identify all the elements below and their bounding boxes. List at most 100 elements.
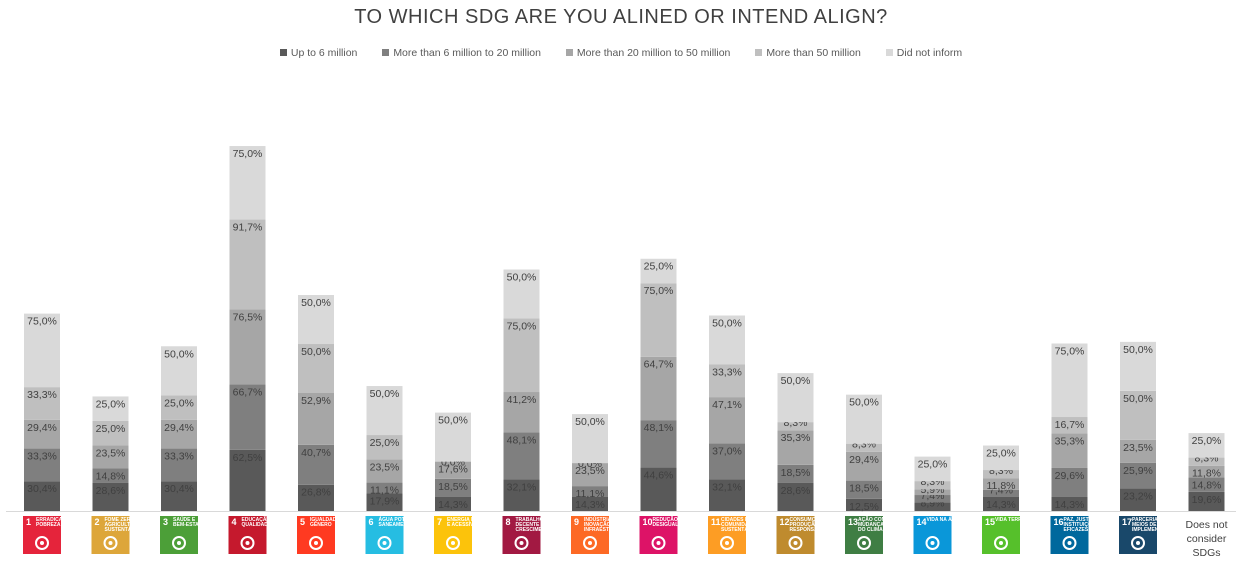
- buildings-icon: [720, 536, 734, 550]
- cubes-icon-shape: [583, 536, 597, 550]
- data-label: 14,8%: [96, 470, 126, 482]
- data-label: 75,0%: [233, 148, 263, 160]
- bar-segment: [366, 459, 403, 483]
- bar-segment: [983, 489, 1019, 497]
- data-label: 18,5%: [849, 483, 879, 495]
- bar-segment: [709, 479, 745, 511]
- sdg-tile-background: [639, 516, 678, 554]
- bar-segment: [1051, 496, 1088, 511]
- data-label: 37,0%: [712, 445, 742, 457]
- data-label: 32,1%: [507, 482, 537, 494]
- sdg-goal-text: CONSUMO E: [790, 517, 822, 523]
- bar-segment: [298, 295, 334, 345]
- category-label: consider: [1187, 533, 1227, 545]
- sdg-tile-background: [571, 516, 609, 554]
- bar-segment: [92, 420, 129, 446]
- bar-segment: [709, 397, 745, 444]
- sdg-goal-text: INDÚSTRIA,: [584, 516, 613, 523]
- dove-icon: [1062, 536, 1077, 550]
- data-label: 28,6%: [96, 485, 126, 497]
- infinity-icon-shape: [788, 536, 803, 550]
- legend-swatch: [565, 49, 573, 56]
- bar-segment: [640, 356, 677, 421]
- data-label: 33,3%: [27, 451, 57, 463]
- sdg-number: 3: [163, 517, 168, 527]
- sdg-number: 17: [1122, 517, 1132, 527]
- data-label: 29,4%: [849, 454, 879, 466]
- sdg-number: 13: [848, 517, 858, 527]
- bar-segment: [161, 481, 197, 511]
- data-label: 14,3%: [986, 499, 1016, 511]
- bar-segment: [503, 318, 540, 393]
- growth-chart-icon-shape: [514, 536, 529, 550]
- legend-item-did-not-inform: Did not inform: [885, 47, 962, 59]
- sdg-number: 15: [985, 517, 995, 527]
- cubes-icon: [583, 536, 597, 550]
- bar-segment: [914, 502, 951, 511]
- sdg-tile-background: [160, 516, 198, 554]
- sdg-tile-background: [1050, 516, 1089, 554]
- sdg-number: 2: [95, 517, 100, 527]
- data-label: 25,0%: [96, 423, 126, 435]
- data-label: 52,9%: [301, 395, 331, 407]
- water-icon-shape: [377, 536, 392, 550]
- bar-segment: [572, 486, 608, 497]
- data-label: 29,4%: [164, 422, 194, 434]
- bar-segment: [777, 482, 814, 511]
- sdg-tile-background: [1119, 516, 1157, 554]
- data-label: 14,3%: [438, 499, 468, 511]
- bar-segment: [914, 495, 951, 503]
- bar-segment: [435, 412, 471, 462]
- bar-segment: [298, 444, 334, 485]
- sdg-goal-text: DECENTE E: [516, 522, 545, 528]
- sdg-goal-text: MEIOS DE: [1132, 522, 1157, 528]
- bar-segment: [366, 482, 403, 494]
- data-label: 50,0%: [849, 397, 879, 409]
- bar-segment: [846, 451, 882, 481]
- sdg-number: 12: [780, 517, 790, 527]
- bar-segment: [1120, 439, 1156, 463]
- data-label: 50,0%: [507, 272, 537, 284]
- bar-segment: [777, 430, 814, 465]
- sdg-15-tile: 15 VIDA TERRESTRE: [982, 516, 1039, 554]
- data-label: 30,4%: [164, 483, 194, 495]
- bowl-icon-dot: [108, 541, 113, 545]
- bar-segment: [1120, 488, 1156, 511]
- sdg-goal-text: REDUÇÃO DAS: [653, 516, 691, 523]
- data-label: 23,2%: [1123, 490, 1153, 502]
- sdg-goal-text: GÊNERO: [310, 520, 332, 528]
- bar-segment: [709, 364, 745, 398]
- bar-segment: [229, 449, 266, 511]
- flower-rings-icon: [1131, 536, 1145, 550]
- sdg-tile-background: [23, 516, 61, 554]
- chart-legend: Up to 6 million More than 6 million to 2…: [0, 47, 1242, 59]
- sdg-goal-text: IGUALDADE DE: [310, 517, 349, 523]
- bar-segment: [161, 448, 197, 482]
- data-label: 75,0%: [27, 316, 57, 328]
- sdg-goal-text: SAÚDE E: [173, 516, 196, 523]
- bar-segment: [914, 489, 951, 496]
- eye-globe-icon: [857, 536, 871, 550]
- sdg-number: 14: [917, 517, 927, 527]
- data-label: 33,3%: [712, 366, 742, 378]
- data-label: 29,4%: [27, 422, 57, 434]
- data-label: 48,1%: [644, 422, 674, 434]
- sdg-goal-text: DO CLIMA: [858, 527, 883, 533]
- data-label: 66,7%: [233, 386, 263, 398]
- cubes-icon-dot: [588, 541, 592, 545]
- bar-segment: [1188, 433, 1225, 458]
- data-label: 26,8%: [301, 487, 331, 499]
- bowl-icon: [103, 536, 118, 550]
- sdg-goal-text: CRESCIMENTO: [516, 527, 553, 533]
- fish-icon-shape: [925, 536, 940, 550]
- legend-label: Up to 6 million: [290, 47, 358, 59]
- data-label: 11,8%: [1192, 468, 1221, 480]
- gender-icon: [309, 536, 323, 550]
- bar-segment: [298, 484, 334, 511]
- bar-segment: [640, 283, 677, 357]
